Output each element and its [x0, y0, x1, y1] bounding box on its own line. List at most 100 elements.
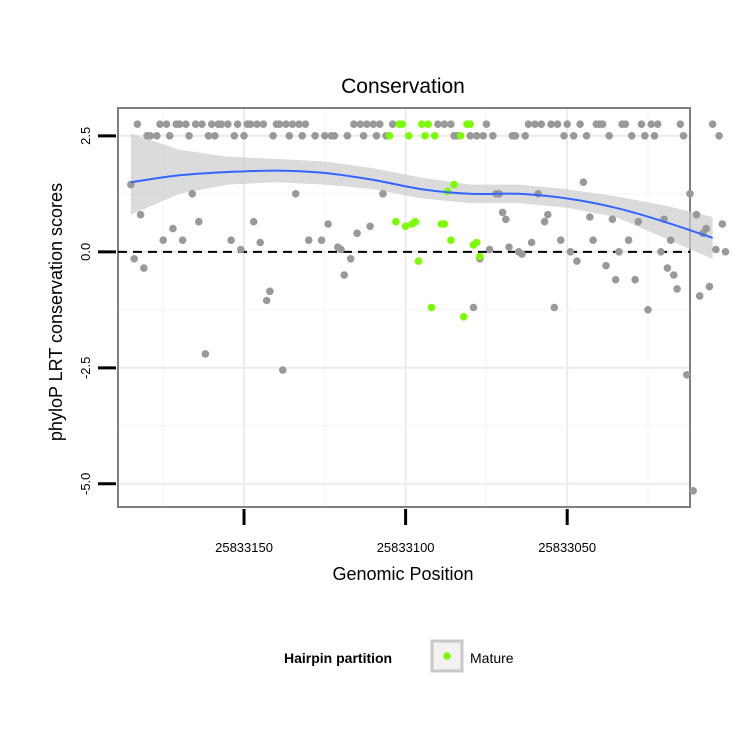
data-point: [285, 132, 294, 140]
data-point: [482, 120, 491, 128]
x-axis: 25833150 25833100 25833050: [215, 509, 596, 555]
data-point: [663, 264, 672, 272]
data-point-mature: [414, 257, 423, 265]
data-point: [159, 236, 167, 244]
data-point-mature: [411, 217, 420, 226]
data-point: [579, 178, 588, 186]
data-point: [644, 306, 652, 314]
data-point: [233, 120, 242, 128]
data-point: [670, 271, 678, 279]
data-point: [337, 245, 345, 254]
data-point: [673, 285, 681, 293]
data-point-mature: [447, 236, 455, 244]
data-point: [615, 248, 623, 256]
data-point-mature: [466, 120, 475, 128]
data-point: [130, 254, 138, 263]
data-point: [162, 120, 171, 128]
data-point: [608, 215, 617, 224]
confidence-band: [130, 133, 713, 259]
data-point: [140, 264, 148, 272]
data-point: [589, 236, 597, 244]
data-point: [544, 210, 552, 219]
data-point: [388, 120, 397, 128]
plot-panel: [117, 107, 691, 508]
data-point: [650, 132, 659, 140]
data-point: [712, 245, 720, 254]
data-point-mature: [427, 303, 436, 312]
data-point: [657, 248, 665, 256]
x-tick-label: 25833100: [377, 540, 435, 555]
data-point: [133, 120, 142, 128]
data-point: [256, 238, 265, 247]
data-point: [175, 120, 184, 128]
data-point: [237, 245, 245, 254]
data-point: [366, 222, 374, 231]
data-point: [666, 236, 675, 244]
data-point-mature: [450, 180, 458, 189]
data-point: [269, 132, 277, 140]
data-point: [631, 275, 639, 284]
data-point: [304, 236, 313, 244]
data-point: [505, 243, 513, 251]
data-point: [628, 132, 636, 140]
data-point-mature: [392, 217, 400, 226]
data-point: [356, 120, 365, 128]
data-point: [178, 236, 187, 244]
smooth-line: [130, 169, 713, 239]
data-point: [540, 217, 549, 226]
data-point: [434, 120, 442, 128]
data-point: [702, 224, 710, 233]
data-point: [502, 215, 510, 224]
data-point: [598, 120, 607, 128]
data-point-mature: [385, 132, 394, 140]
data-point: [447, 120, 455, 128]
data-point: [153, 132, 161, 140]
data-point: [198, 120, 206, 128]
data-point: [560, 132, 568, 140]
data-point: [224, 120, 232, 128]
y-tick-label: 2.5: [78, 127, 93, 145]
data-point: [708, 120, 717, 128]
data-point: [340, 271, 349, 279]
data-point: [531, 120, 539, 128]
data-point: [201, 350, 210, 358]
data-point: [605, 132, 613, 140]
x-tick-label: 25833150: [215, 540, 273, 555]
data-point: [288, 120, 297, 128]
y-axis: 2.5 0.0 -2.5 -5.0: [78, 127, 116, 495]
data-point: [569, 132, 578, 140]
data-point: [253, 120, 261, 128]
data-point-mature: [472, 238, 481, 247]
data-point: [683, 371, 691, 379]
data-point: [165, 132, 174, 140]
data-point: [547, 120, 555, 128]
x-tick-label: 25833050: [538, 540, 596, 555]
data-point: [637, 120, 646, 128]
x-axis-title: Genomic Position: [332, 564, 473, 584]
data-point: [485, 245, 494, 254]
data-point: [621, 120, 630, 128]
y-tick-label: 0.0: [78, 243, 93, 261]
data-point-mature: [460, 313, 468, 321]
data-point: [372, 132, 381, 140]
legend-title: Hairpin partition: [284, 650, 392, 666]
data-point: [211, 132, 219, 140]
data-point-mature: [440, 220, 449, 228]
data-point-mature: [405, 132, 413, 140]
data-point: [686, 190, 694, 198]
data-point-mature: [456, 132, 465, 140]
data-point: [563, 120, 571, 128]
data-point: [527, 238, 536, 247]
y-tick-label: -2.5: [78, 357, 93, 379]
data-point: [346, 254, 355, 263]
data-point: [511, 132, 520, 140]
data-point: [489, 132, 497, 140]
legend: Hairpin partition Mature: [284, 639, 514, 673]
data-point: [246, 120, 255, 128]
data-point-mature: [421, 132, 429, 140]
data-point: [217, 120, 226, 128]
data-point: [695, 292, 704, 300]
data-point: [146, 132, 155, 140]
chart-title: Conservation: [341, 75, 465, 98]
